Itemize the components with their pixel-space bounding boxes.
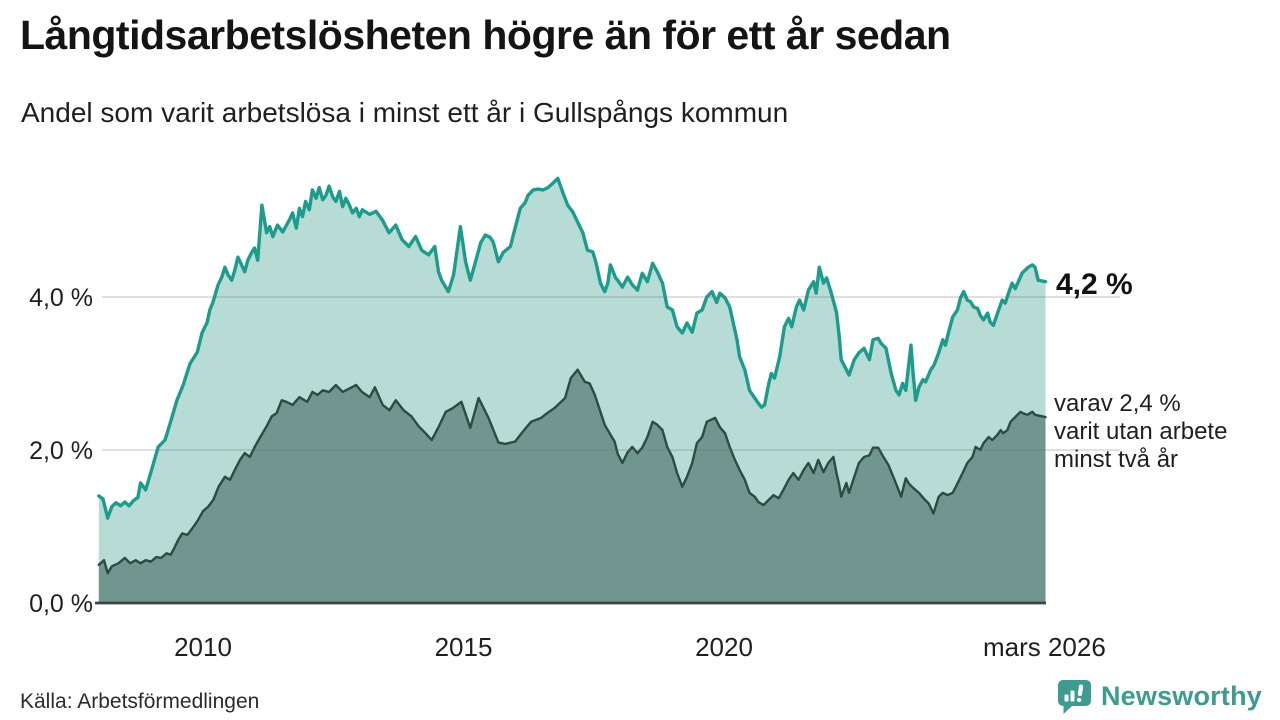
series-area-2 (98, 369, 1046, 603)
newsworthy-wordmark: Newsworthy (1100, 680, 1262, 711)
series1-value-label: 4,2 % (1056, 268, 1133, 301)
newsworthy-logo-icon (1056, 678, 1093, 714)
x-tick-label: 2020 (695, 632, 753, 662)
page-subtitle: Andel som varit arbetslösa i minst ett å… (21, 97, 789, 128)
y-tick-label-0: 0,0 % (29, 590, 93, 618)
x-tick-label: mars 2026 (983, 632, 1106, 662)
x-tick-label: 2015 (435, 632, 493, 662)
series-line-1 (97, 176, 1048, 520)
y-tick-label-4: 4,0 % (29, 284, 93, 312)
series-line-2 (97, 368, 1047, 575)
series2-value-label: varav 2,4 % varit utan arbete minst två … (1054, 390, 1228, 473)
x-tick-label: 2010 (174, 632, 232, 662)
newsworthy-branding: Newsworthy (1056, 678, 1262, 714)
y-tick-label-2: 2,0 % (29, 437, 93, 465)
page-title: Långtidsarbetslösheten högre än för ett … (20, 12, 951, 58)
source-attribution: Källa: Arbetsförmedlingen (20, 690, 260, 713)
